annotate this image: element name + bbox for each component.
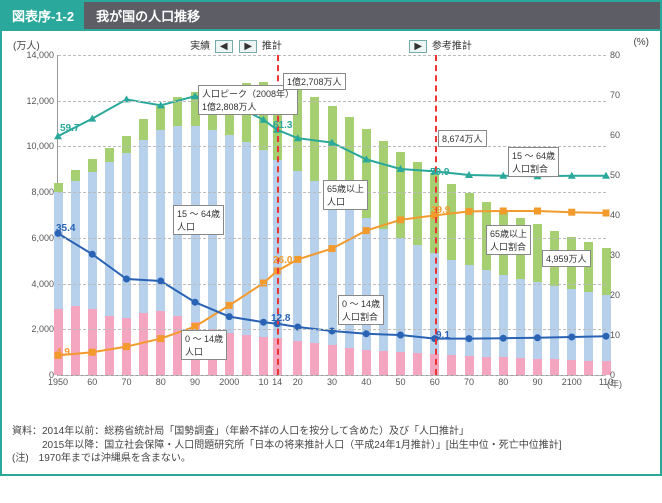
y-left-tick: 12,000	[26, 96, 54, 106]
x-tick: 80	[156, 377, 166, 387]
y-left-tick: 8,000	[31, 187, 54, 197]
y-right-tick: 40	[610, 210, 620, 220]
footer-line-1: 資料：2014年以前：総務省統計局「国勢調査」（年齢不詳の人口を按分して含めた）…	[12, 425, 650, 439]
x-tick: 70	[464, 377, 474, 387]
footer-notes: 資料：2014年以前：総務省統計局「国勢調査」（年齢不詳の人口を按分して含めた）…	[2, 421, 660, 474]
y-left-tick: 14,000	[26, 50, 54, 60]
y-right-tick: 50	[610, 170, 620, 180]
value-label: 9.1	[436, 330, 450, 341]
legend-estimate: 推計	[262, 41, 282, 52]
callout: 1億2,708万人	[283, 73, 346, 90]
x-tick: 30	[327, 377, 337, 387]
callout: 65歳以上 人口割合	[486, 225, 531, 255]
x-tick: 70	[121, 377, 131, 387]
callout: 0 〜 14歳 人口	[181, 330, 227, 360]
y-right-tick: 20	[610, 290, 620, 300]
x-unit: (年)	[607, 377, 622, 390]
arrow-left-icon: ◀	[215, 40, 233, 53]
value-label: 4.9	[56, 347, 70, 358]
chart-area: (万人) (%) 実績 ◀ ▶ 推計 ▶ 参考推計 02,0004,0006,0…	[11, 37, 651, 417]
x-tick: 50	[395, 377, 405, 387]
x-tick: 20	[293, 377, 303, 387]
arrow-right-icon: ▶	[239, 40, 257, 53]
plot-region: 02,0004,0006,0008,00010,00012,00014,0000…	[57, 55, 606, 376]
y-left-tick: 4,000	[31, 279, 54, 289]
x-tick: 40	[361, 377, 371, 387]
value-label: 26.0	[273, 255, 292, 266]
x-tick: 14	[272, 377, 282, 387]
x-tick: 60	[87, 377, 97, 387]
figure-frame: 図表序-1-2 我が国の人口推移 (万人) (%) 実績 ◀ ▶ 推計 ▶ 参考…	[0, 0, 662, 476]
callout: 15 〜 64歳 人口	[173, 205, 224, 235]
x-tick: 2100	[562, 377, 582, 387]
callout: 0 〜 14歳 人口割合	[338, 295, 384, 325]
callout: 4,959万人	[542, 250, 591, 267]
callout: 15 〜 64歳 人口割合	[508, 147, 559, 177]
x-tick: 1950	[48, 377, 68, 387]
y-left-tick: 10,000	[26, 141, 54, 151]
callout: 65歳以上 人口	[323, 180, 368, 210]
arrow-right2-icon: ▶	[409, 40, 427, 53]
y-right-tick: 60	[610, 130, 620, 140]
y-right-tick: 80	[610, 50, 620, 60]
footer-line-3: (注) 1970年までは沖縄県を含まない。	[12, 452, 650, 466]
value-label: 39.9	[431, 205, 450, 216]
x-tick: 10	[258, 377, 268, 387]
x-tick: 2000	[219, 377, 239, 387]
value-label: 35.4	[56, 223, 75, 234]
y-left-tick: 2,000	[31, 324, 54, 334]
value-label: 50.9	[430, 167, 449, 178]
y-right-tick: 10	[610, 330, 620, 340]
value-label: 59.7	[60, 123, 79, 134]
legend-actual: 実績	[190, 41, 210, 52]
x-tick: 80	[498, 377, 508, 387]
line-series-svg	[58, 55, 606, 375]
y-right-tick: 70	[610, 90, 620, 100]
figure-title: 我が国の人口推移	[84, 2, 660, 29]
top-legend: 実績 ◀ ▶ 推計 ▶ 参考推計	[11, 37, 651, 53]
value-label: 12.8	[271, 313, 290, 324]
x-tick: 90	[190, 377, 200, 387]
value-label: 61.3	[273, 120, 292, 131]
legend-reference: 参考推計	[432, 41, 472, 52]
figure-number: 図表序-1-2	[2, 2, 84, 29]
title-bar: 図表序-1-2 我が国の人口推移	[2, 2, 660, 31]
y-right-tick: 30	[610, 250, 620, 260]
footer-line-2: 2015年以降：国立社会保障・人口問題研究所「日本の将来推計人口（平成24年1月…	[12, 439, 650, 453]
y-left-tick: 6,000	[31, 233, 54, 243]
callout: 8,674万人	[438, 130, 487, 147]
x-tick: 60	[430, 377, 440, 387]
x-tick: 90	[532, 377, 542, 387]
